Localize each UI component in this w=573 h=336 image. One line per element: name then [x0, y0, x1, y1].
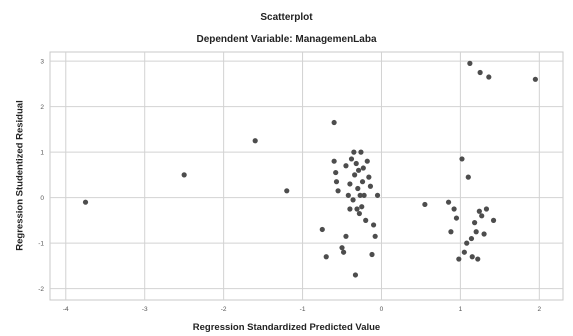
data-point — [490, 217, 497, 223]
data-point — [483, 206, 490, 212]
data-point — [363, 217, 369, 223]
y-tick-label: 3 — [40, 59, 44, 66]
data-point — [465, 174, 471, 180]
data-point — [469, 254, 475, 260]
data-point — [364, 158, 370, 164]
y-tick-label: -1 — [38, 241, 44, 248]
data-point — [369, 251, 375, 258]
y-tick-label: -2 — [38, 286, 44, 293]
data-point — [352, 172, 358, 178]
data-point — [532, 76, 538, 82]
data-point — [333, 169, 339, 176]
data-point — [459, 156, 465, 162]
x-axis-label: Regression Standardized Predicted Value — [192, 322, 381, 333]
data-point — [352, 272, 359, 278]
data-point — [331, 119, 337, 126]
data-point — [357, 192, 363, 198]
data-point — [366, 174, 372, 180]
data-point — [361, 192, 367, 198]
data-point — [356, 210, 362, 217]
data-point — [355, 167, 362, 173]
data-point — [319, 226, 325, 233]
data-point — [351, 149, 357, 155]
data-point — [464, 240, 470, 246]
data-point — [461, 249, 467, 255]
data-point — [359, 204, 365, 210]
data-point — [360, 165, 366, 171]
data-point — [451, 206, 457, 212]
data-point — [367, 183, 374, 189]
data-point — [331, 158, 337, 164]
data-point — [486, 74, 492, 80]
data-point — [348, 156, 355, 162]
data-point — [445, 199, 452, 205]
data-point — [252, 138, 258, 144]
x-tick-label: 0 — [380, 306, 384, 313]
data-point — [479, 213, 485, 219]
x-tick-label: -1 — [300, 306, 306, 313]
data-point — [422, 201, 428, 208]
data-point — [370, 222, 377, 228]
data-point — [359, 179, 366, 185]
y-tick-label: 1 — [40, 150, 44, 157]
plot-area — [49, 51, 564, 301]
data-point — [339, 245, 345, 251]
data-point — [353, 160, 359, 167]
data-point — [355, 185, 361, 192]
data-point — [181, 172, 187, 178]
x-tick-label: -3 — [142, 306, 148, 313]
data-point — [475, 256, 481, 262]
x-tick-label: 1 — [459, 306, 463, 313]
data-point — [350, 197, 356, 203]
data-point — [456, 256, 462, 262]
data-point — [473, 229, 479, 235]
data-point — [476, 208, 482, 214]
data-point — [347, 206, 353, 212]
data-point — [354, 206, 360, 212]
data-point — [358, 149, 364, 155]
data-point — [333, 179, 340, 185]
data-point — [374, 192, 381, 198]
data-point — [481, 231, 487, 237]
y-tick-label: 2 — [40, 104, 44, 111]
data-point — [472, 220, 478, 226]
y-axis-label: Regression Studentized Residual — [14, 100, 26, 251]
data-point — [468, 235, 475, 242]
x-tick-label: -2 — [221, 306, 227, 313]
data-point — [347, 181, 353, 187]
data-point — [345, 192, 351, 198]
data-point — [372, 233, 378, 239]
data-point — [82, 199, 89, 205]
data-point — [343, 163, 349, 169]
data-point — [323, 254, 329, 260]
data-point — [343, 233, 349, 239]
data-point — [340, 249, 347, 255]
x-tick-label: 2 — [538, 306, 542, 313]
data-point — [453, 215, 460, 221]
y-tick-label: 0 — [40, 195, 44, 202]
x-tick-label: -4 — [63, 306, 69, 313]
data-point — [467, 60, 473, 66]
data-point — [448, 229, 454, 235]
data-point — [477, 69, 483, 76]
chart-title: Scatterplot — [260, 12, 313, 23]
chart-subtitle: Dependent Variable: ManagemenLaba — [196, 34, 377, 45]
data-point — [284, 188, 290, 194]
data-point — [335, 188, 341, 194]
